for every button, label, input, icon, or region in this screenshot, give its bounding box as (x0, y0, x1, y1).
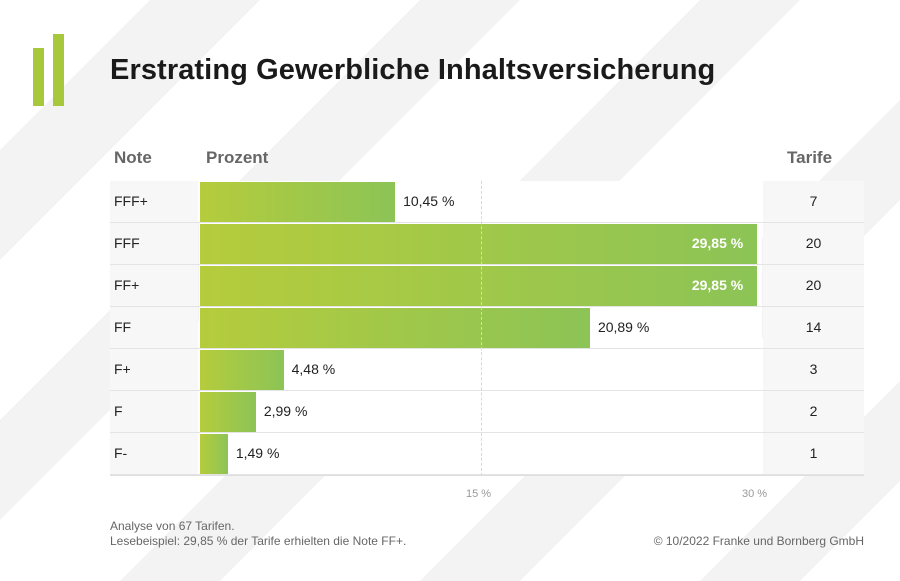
bar-value-label: 4,48 % (291, 361, 336, 377)
bar (200, 350, 284, 390)
note-cell (110, 391, 198, 432)
tarife-value: 20 (805, 277, 822, 293)
brand-logo (33, 34, 65, 106)
bar-value-label: 1,49 % (235, 445, 280, 461)
tarife-value: 1 (809, 445, 818, 461)
note-label: FFF+ (114, 193, 148, 209)
tarife-cell (763, 391, 864, 432)
table-row: FF 20,89 % 14 (110, 307, 864, 349)
chart-title: Erstrating Gewerbliche Inhaltsversicheru… (110, 54, 716, 86)
row-separator (110, 264, 864, 265)
note-label: FFF (114, 235, 140, 251)
note-cell (110, 307, 198, 348)
tarife-cell (763, 307, 864, 348)
table-row: FFF 29,85 % 20 (110, 223, 864, 265)
row-separator (110, 474, 864, 475)
bar (200, 266, 758, 306)
bar (200, 392, 256, 432)
tarife-value: 14 (805, 319, 822, 335)
bar-value-label: 20,89 % (597, 319, 650, 335)
table-row: F- 1,49 % 1 (110, 433, 864, 475)
note-label: FF+ (114, 277, 140, 293)
bar-value-label: 2,99 % (263, 403, 308, 419)
bar-cell (199, 391, 762, 432)
row-separator (110, 432, 864, 433)
row-separator (110, 222, 864, 223)
tarife-cell (763, 265, 864, 306)
bar-cell (199, 433, 762, 474)
bar (200, 224, 758, 264)
bar (200, 182, 396, 222)
table-row: F 2,99 % 2 (110, 391, 864, 433)
tarife-value: 2 (809, 403, 818, 419)
tarife-value: 3 (809, 361, 818, 377)
gridline-15 (481, 181, 482, 476)
note-cell (110, 181, 198, 222)
tarife-cell (763, 349, 864, 390)
row-separator (110, 390, 864, 391)
tarife-value: 20 (805, 235, 822, 251)
row-separator (110, 348, 864, 349)
note-label: F+ (114, 361, 131, 377)
footnote-example: Lesebeispiel: 29,85 % der Tarife erhielt… (110, 534, 407, 548)
table-row: FFF+ 10,45 % 7 (110, 181, 864, 223)
note-cell (110, 223, 198, 264)
table-row: F+ 4,48 % 3 (110, 349, 864, 391)
x-tick-30: 30 % (742, 488, 768, 500)
tarife-value: 7 (809, 193, 818, 209)
column-header-note: Note (114, 148, 152, 167)
table-row: FF+ 29,85 % 20 (110, 265, 864, 307)
bar-value-label: 29,85 % (691, 277, 744, 293)
note-cell (110, 349, 198, 390)
bar (200, 308, 590, 348)
table-bottom-line (110, 475, 864, 476)
footnote-analysis: Analyse von 67 Tarifen. (110, 519, 235, 533)
note-label: F- (114, 445, 128, 461)
bar (200, 434, 228, 474)
tarife-cell (763, 223, 864, 264)
bar-value-label: 29,85 % (691, 235, 744, 251)
copyright-notice: © 10/2022 Franke und Bornberg GmbH (653, 534, 864, 548)
bar-value-label: 10,45 % (403, 193, 455, 209)
logo-bar-right (53, 34, 64, 106)
note-cell (110, 433, 198, 474)
logo-bar-left (33, 48, 44, 106)
tarife-cell (763, 181, 864, 222)
row-separator (110, 306, 864, 307)
column-header-prozent: Prozent (206, 148, 269, 167)
tarife-cell (763, 433, 864, 474)
note-label: FF (114, 319, 132, 335)
note-cell (110, 265, 198, 306)
column-header-tarife: Tarife (787, 148, 833, 167)
note-label: F (114, 403, 123, 419)
x-tick-15: 15 % (466, 488, 492, 500)
bar-cell (199, 349, 762, 390)
